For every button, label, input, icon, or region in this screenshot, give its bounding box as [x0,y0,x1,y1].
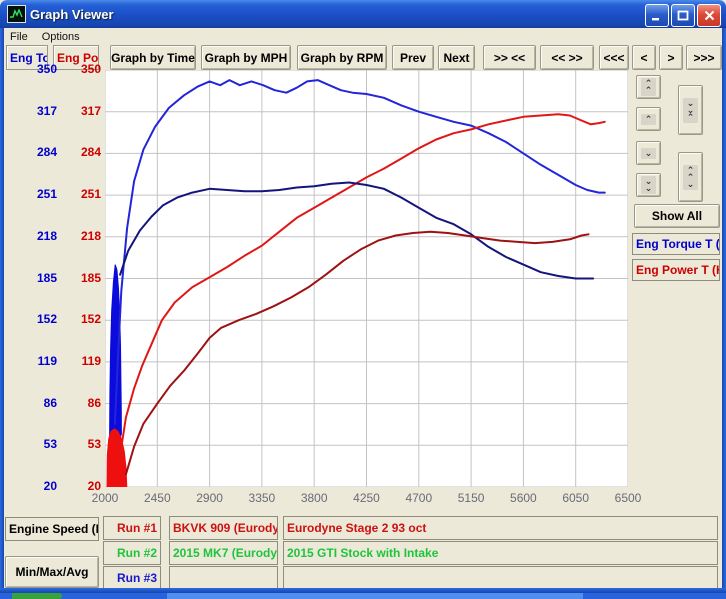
chevron-glyph: ⌄ [644,176,653,186]
x-axis-tick-label: 4250 [353,491,380,505]
y-axis-tick-label: 86 [43,395,57,410]
y-axis-tick-label: 317 [80,103,101,118]
series-run-2-eng-torque-t-ft-lb- [119,181,595,280]
y-axis-tick-label: 284 [80,145,101,160]
x-axis-tick-label: 4700 [405,491,433,505]
window-border-right [722,28,726,593]
window-border-bottom [0,588,726,593]
chevron-glyph: ⌃ [644,78,653,88]
y-axis-tick-label: 152 [80,312,101,327]
chevron-glyph: ⌃ [644,113,653,124]
y-axis-tick-label: 350 [36,62,57,76]
zoom-out-x-button[interactable]: << >> [540,45,594,70]
chevron-glyph: ⌄ [686,178,695,189]
scroll-down-button[interactable]: ⌄ [636,141,661,165]
scroll-up-button[interactable]: ⌃ [636,107,661,131]
scroll-down-fast-button[interactable]: ⌄ ⌄ [636,173,661,197]
zoom-in-vertical-button[interactable]: ⌄ ⌄ ⌃ [678,85,703,135]
pan-right-fast-button[interactable]: >>> [686,45,722,70]
legend-power: Eng Power T (HP) [632,259,720,281]
x-axis-tick-label: 3800 [300,491,328,505]
series-run-1-eng-power-t-hp- [119,113,606,457]
run2-note-field[interactable]: 2015 GTI Stock with Intake [283,541,718,565]
y-axis-tick-label: 185 [80,270,101,285]
chevron-glyph: ⌄ [644,147,653,158]
series-run-2-eng-power-t-hp- [124,230,590,476]
y-axis-tick-label: 86 [87,395,101,410]
y-axis-tick-label: 119 [37,353,57,368]
run1-label: Run #1 [103,516,161,540]
scroll-up-fast-button[interactable]: ⌃ ⌃ [636,75,661,99]
minimize-button[interactable] [645,4,669,27]
title-bar[interactable]: Graph Viewer [0,0,726,28]
taskbar [0,593,726,599]
run1-description-field[interactable]: BKVK 909 (Eurodyne, B [169,516,278,540]
legend-torque: Eng Torque T (Ft-l [632,233,720,255]
y-axis-tick-label: 53 [43,437,57,452]
y-axis-tick-label: 317 [36,103,57,118]
x-axis-tick-label: 5600 [510,491,537,505]
run3-description-field[interactable] [169,566,278,589]
chevron-glyph: ⌄ [686,97,695,108]
graph-by-time-button[interactable]: Graph by Time [110,45,196,70]
torque-axis-header: Eng Torqu [6,45,48,70]
x-axis-tick-label: 3350 [248,491,276,505]
graph-by-rpm-button[interactable]: Graph by RPM [297,45,387,70]
run3-note-field[interactable] [283,566,718,589]
menu-file[interactable]: File [10,30,28,43]
next-button[interactable]: Next [438,45,475,70]
x-axis-tick-label: 6500 [614,491,642,505]
menu-bar: File Options [4,28,722,45]
dyno-chart [105,70,628,487]
prev-button[interactable]: Prev [392,45,434,70]
maximize-button[interactable] [671,4,695,27]
y-axis-tick-label: 185 [36,270,57,285]
y-axis-tick-label: 119 [81,353,101,368]
y-axis-tick-label: 251 [80,187,101,202]
window-title: Graph Viewer [30,6,114,22]
y-axis-tick-label: 350 [80,62,101,76]
x-axis-tick-label: 2450 [143,491,171,505]
chevron-glyph: ⌃ [686,171,695,182]
x-axis-tick-label: 2000 [91,491,119,505]
series-run-1-eng-torque-t-ft-lb- [113,79,606,425]
chevron-glyph: ⌃ [686,164,695,175]
menu-options[interactable]: Options [41,30,80,43]
x-axis-title-field: Engine Speed (RPM [5,517,99,541]
chevron-glyph: ⌄ [644,183,653,193]
graph-by-mph-button[interactable]: Graph by MPH [201,45,291,70]
y-axis-tick-label: 20 [87,479,101,493]
min-max-avg-button[interactable]: Min/Max/Avg [5,556,99,588]
y-axis-tick-label: 20 [43,479,57,493]
y-axis-tick-label: 251 [36,187,57,202]
app-icon [7,5,26,23]
y-axis-tick-label: 284 [36,145,57,160]
x-axis-tick-label: 2900 [196,491,223,505]
y-axis-tick-label: 218 [36,228,57,243]
pan-left-button[interactable]: < [632,45,656,70]
taskbar-button-fragment [167,593,583,599]
y-axis-tick-label: 218 [80,228,101,243]
power-axis-header: Eng Powe [53,45,99,70]
zoom-out-vertical-button[interactable]: ⌃ ⌃ ⌄ [678,152,703,202]
x-axis-tick-label: 6050 [562,491,590,505]
run1-note-field[interactable]: Eurodyne Stage 2 93 oct [283,516,718,540]
chevron-glyph: ⌄ [686,104,695,115]
chevron-glyph: ⌃ [686,111,695,122]
run2-label: Run #2 [103,541,161,565]
y-axis-tick-label: 53 [87,437,101,452]
run3-label: Run #3 [103,566,161,589]
y-axis-tick-label: 152 [36,312,57,327]
pan-left-fast-button[interactable]: <<< [599,45,629,70]
start-button-fragment [12,593,62,599]
x-axis-tick-label: 5150 [457,491,485,505]
zoom-in-x-button[interactable]: >> << [483,45,536,70]
pan-right-button[interactable]: > [659,45,683,70]
chevron-glyph: ⌃ [644,85,653,95]
window-border-left [0,28,4,593]
run2-description-field[interactable]: 2015 MK7 (Eurodyne, E [169,541,278,565]
show-all-button[interactable]: Show All [634,204,720,228]
close-button[interactable] [697,4,721,27]
